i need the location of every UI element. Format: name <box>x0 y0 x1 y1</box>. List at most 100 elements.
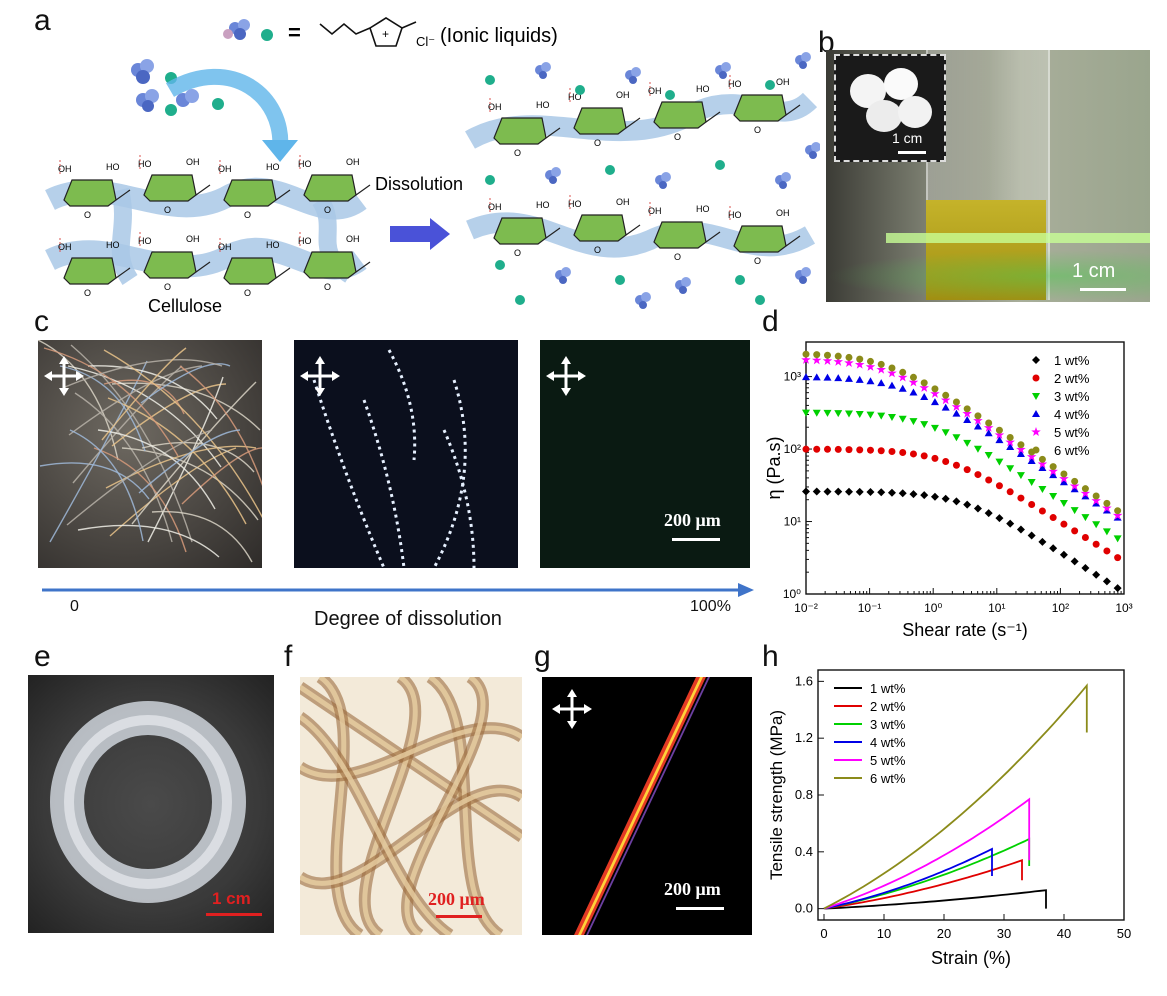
data-point <box>1113 584 1122 593</box>
data-point <box>1006 465 1015 473</box>
series-line-6 <box>823 683 1088 910</box>
data-point <box>899 368 907 376</box>
x-axis-label: Strain (%) <box>931 948 1011 968</box>
x-axis-label: Shear rate (s⁻¹) <box>902 620 1028 640</box>
data-point <box>855 375 864 383</box>
data-point <box>802 409 810 417</box>
fiber-strand <box>147 376 224 543</box>
ring-label: OH <box>186 157 200 167</box>
data-point <box>909 490 918 499</box>
e-scale-label: 1 cm <box>212 889 251 908</box>
x-tick-label: 10⁻² <box>794 601 818 615</box>
data-point <box>1092 540 1100 548</box>
data-point <box>995 426 1003 434</box>
data-point <box>855 410 864 418</box>
data-point <box>974 412 982 420</box>
data-point <box>802 445 810 453</box>
data-point <box>1059 500 1068 508</box>
data-point <box>973 422 982 430</box>
data-point <box>931 385 939 393</box>
ring-label: HO <box>536 200 550 210</box>
imidazolium-ion <box>655 172 671 189</box>
data-point <box>908 377 919 387</box>
data-point <box>813 445 821 453</box>
inset-scale-label: 1 cm <box>892 130 923 146</box>
fiber-strand <box>39 462 150 500</box>
x-tick-label: 0 <box>820 926 827 941</box>
legend-marker <box>1032 410 1040 417</box>
imidazolium-ion <box>545 167 561 184</box>
data-point <box>1092 570 1101 579</box>
data-point <box>1006 443 1015 451</box>
fiber-brightfield-micrograph: 200 μm <box>300 677 522 935</box>
fiber-strand <box>107 397 247 525</box>
chloride-ion <box>755 295 765 305</box>
y-tick-label: 10² <box>784 442 801 456</box>
data-point <box>984 429 993 437</box>
e-scalebar <box>206 913 262 916</box>
fiber-strand <box>74 392 173 543</box>
ring-label: HO <box>106 162 120 172</box>
data-point <box>877 488 886 497</box>
legend-label: 5 wt% <box>870 753 906 768</box>
data-point <box>952 461 960 469</box>
series-line-2 <box>823 859 1023 910</box>
polarizer-icon <box>44 356 84 396</box>
fiber-strand <box>49 360 148 543</box>
fiber-strand <box>101 347 187 441</box>
data-point <box>844 410 853 418</box>
ring-label: HO <box>298 159 312 169</box>
data-point <box>941 429 950 437</box>
data-point <box>856 355 864 363</box>
ring-label: OH <box>776 208 790 218</box>
fiber-strand <box>111 383 227 447</box>
data-point <box>1081 534 1089 542</box>
data-point <box>802 350 810 358</box>
glucose-ring <box>303 251 357 279</box>
data-point <box>887 368 897 378</box>
data-point <box>994 429 1005 440</box>
data-point <box>1071 477 1079 485</box>
data-point <box>995 458 1004 466</box>
fiber-coil-photo: 1 cm <box>28 675 274 933</box>
data-point <box>1059 473 1069 483</box>
ring-label: HO <box>536 100 550 110</box>
series-3 <box>802 409 1122 543</box>
data-point <box>1102 528 1111 536</box>
data-point <box>898 384 907 392</box>
data-point <box>974 471 982 479</box>
data-point <box>1114 554 1122 562</box>
tensile-chart: 0 10 20 30 40 50 0.0 0.4 0.8 1.2 1.6 Strain (%) Tens… <box>767 669 1131 968</box>
imidazolium-ion <box>775 172 791 189</box>
data-point <box>1038 464 1047 472</box>
data-point <box>1049 471 1058 479</box>
ring-label: OH <box>616 197 630 207</box>
data-point <box>898 489 907 498</box>
series-5 <box>801 354 1123 520</box>
data-point <box>1017 441 1025 449</box>
ring-label: HO <box>266 162 280 172</box>
imidazolium-ion <box>555 267 571 284</box>
glucose-ring <box>223 179 277 207</box>
ring-label: O <box>754 256 761 266</box>
fiber-strand <box>66 429 213 526</box>
glucose-ring <box>223 257 277 285</box>
polarizer-icon <box>546 356 586 396</box>
data-point <box>920 421 929 429</box>
birefringent-fiber <box>432 379 467 568</box>
ring-label: O <box>84 210 91 220</box>
glucose-ring <box>303 174 357 202</box>
panel-letter-d: d <box>762 305 779 338</box>
data-point <box>897 372 908 382</box>
y-axis-label: η (Pa.s) <box>764 436 784 499</box>
glucose-ring <box>493 217 547 245</box>
chloride-ion <box>665 90 675 100</box>
imidazolium-ion <box>715 62 731 79</box>
data-point <box>942 457 950 465</box>
x-tick-label: 20 <box>937 926 951 941</box>
inset-scalebar <box>898 151 926 154</box>
data-point <box>855 487 864 496</box>
y-tick-label: 0.0 <box>795 901 813 916</box>
data-point <box>973 415 983 425</box>
ring-label: O <box>84 288 91 298</box>
